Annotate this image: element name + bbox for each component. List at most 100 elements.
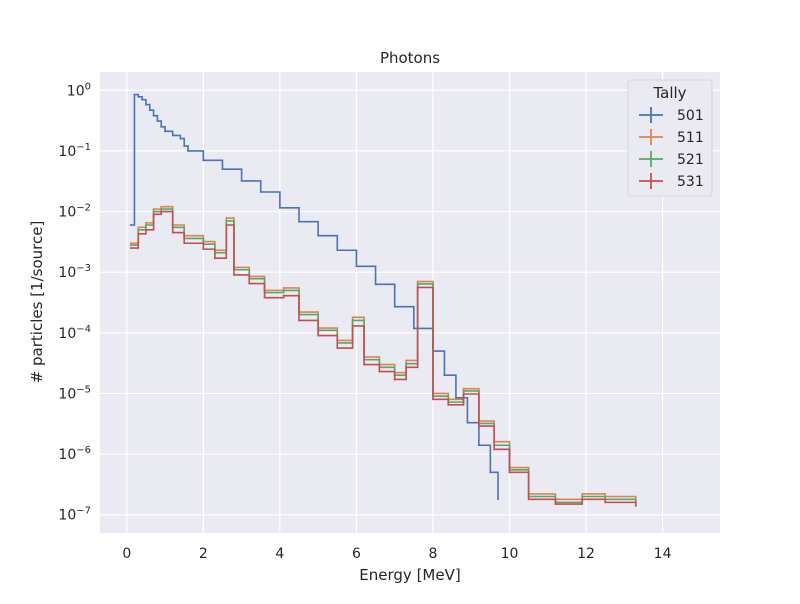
series-501-point-20 (317, 234, 320, 237)
series-531-point-23 (432, 398, 434, 401)
legend: Tally 501 511 521 531 (627, 79, 713, 197)
series-531-point-31 (581, 498, 584, 501)
series-501-point-10 (171, 134, 174, 137)
series-501-point-15 (221, 168, 224, 171)
series-531-point-7 (202, 248, 205, 251)
y-tick-label: 10−6 (58, 445, 91, 463)
series-531-point-13 (282, 294, 285, 297)
y-tick-label: 10−5 (58, 384, 91, 402)
series-521-point-31 (581, 495, 584, 498)
y-tick-exponent: −4 (76, 324, 91, 335)
series-521-point-9 (225, 220, 228, 222)
legend-label-501: 501 (677, 108, 704, 124)
series-511-point-4 (160, 205, 163, 208)
legend-label-511: 511 (677, 130, 704, 146)
series-521-point-1 (137, 228, 140, 231)
series-531-point-9 (225, 224, 228, 226)
series-531-point-26 (477, 425, 480, 427)
series-531-point-24 (447, 403, 450, 406)
series-511-point-13 (282, 287, 285, 289)
series-531-point-2 (145, 228, 147, 231)
y-tick-label: 100 (67, 81, 91, 99)
plot-area (100, 72, 720, 533)
series-501-point-22 (355, 265, 358, 268)
series-501-point-2 (137, 95, 140, 98)
y-tick-label: 10−2 (58, 203, 91, 221)
y-tick-exponent: −2 (76, 203, 91, 214)
series-531-point-4 (160, 210, 163, 213)
series-501-point-24 (393, 305, 396, 308)
series-501-point-6 (152, 114, 155, 117)
series-501-point-3 (141, 98, 143, 101)
series-531-point-10 (233, 274, 235, 276)
y-tick-exponent: −7 (76, 506, 91, 517)
y-tick-exponent: −3 (76, 263, 91, 274)
series-531-point-3 (152, 213, 155, 216)
series-531-point-16 (336, 347, 339, 349)
x-tick-label: 2 (199, 546, 208, 562)
series-521-point-3 (152, 210, 155, 213)
series-531-point-20 (393, 378, 396, 381)
series-501-point-18 (278, 206, 281, 209)
series-501-point-19 (298, 220, 300, 223)
series-501-point-17 (259, 191, 262, 193)
legend-label-521: 521 (677, 152, 704, 168)
series-531-point-17 (351, 325, 354, 327)
series-501-point-1 (133, 93, 136, 96)
series-521-point-4 (160, 208, 163, 210)
x-axis-label: Energy [MeV] (359, 566, 460, 584)
series-531-point-14 (298, 319, 300, 322)
series-531-point-32 (604, 501, 607, 504)
series-501-point-12 (183, 145, 186, 147)
y-tick-label: 10−4 (58, 324, 91, 342)
series-531-point-21 (405, 366, 408, 369)
series-511-point-21 (405, 359, 408, 362)
series-521-point-25 (462, 390, 465, 392)
series-531-point-8 (213, 257, 216, 260)
y-tick-exponent: 0 (85, 81, 91, 92)
y-tick-label: 10−3 (58, 263, 91, 281)
y-axis-label: # particles [1/source] (28, 221, 46, 384)
y-tick-exponent: −6 (76, 445, 91, 456)
y-tick-base: 10 (67, 83, 85, 99)
series-501-point-28 (455, 396, 457, 399)
series-531-point-11 (248, 282, 251, 285)
series-531-point-28 (508, 471, 511, 474)
series-531-point-0 (129, 247, 132, 249)
series-501-point-0 (129, 224, 132, 226)
y-tick-base: 10 (58, 386, 76, 402)
series-501-point-13 (187, 149, 189, 152)
y-tick-exponent: −1 (76, 142, 91, 153)
y-tick-base: 10 (58, 447, 76, 463)
series-501-point-8 (160, 125, 163, 128)
series-511-point-25 (462, 387, 465, 390)
series-531-point-27 (493, 448, 496, 451)
series-531-point-25 (462, 393, 465, 395)
series-501-point-25 (412, 327, 415, 330)
series-511-point-31 (581, 493, 584, 495)
series-501-point-31 (489, 471, 492, 474)
x-tick-label: 14 (654, 546, 672, 562)
series-511-point-1 (137, 226, 140, 229)
series-501-point-5 (148, 109, 151, 112)
series-511-point-3 (152, 208, 155, 210)
legend-label-531: 531 (677, 174, 704, 190)
y-tick-label: 10−1 (58, 142, 91, 160)
series-531-point-15 (317, 334, 320, 337)
chart-title: Photons (380, 49, 440, 67)
x-tick-label: 10 (501, 546, 519, 562)
series-521-point-22 (416, 283, 419, 285)
y-tick-exponent: −5 (76, 384, 91, 395)
series-511-point-2 (145, 221, 147, 224)
series-531-point-12 (263, 296, 266, 299)
series-531-point-19 (378, 370, 381, 373)
series-501-point-11 (179, 137, 182, 140)
series-531-point-1 (137, 232, 140, 235)
series-501-point-32 (497, 498, 499, 501)
series-531-point-6 (183, 242, 186, 245)
x-tick-label: 8 (429, 546, 438, 562)
series-501-point-7 (156, 120, 159, 122)
series-501-point-4 (145, 103, 147, 106)
